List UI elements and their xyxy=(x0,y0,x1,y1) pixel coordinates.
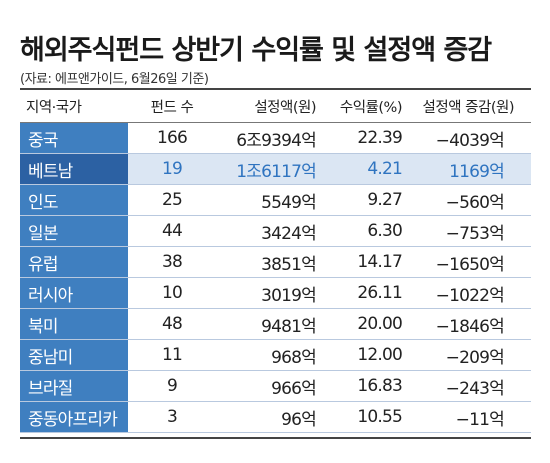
header-change: 설정액 증감(원) xyxy=(422,99,515,116)
fund-count-cell: 38 xyxy=(161,252,183,272)
table-row: 브라질 9 966억 16.83 −243억 xyxy=(20,371,531,402)
return-cell: 12.00 xyxy=(357,345,402,365)
amount-cell: 3851억 xyxy=(261,254,317,275)
header-region: 지역·국가 xyxy=(26,99,82,116)
table-row: 베트남 19 1조6117억 4.21 1169억 xyxy=(20,154,531,185)
region-cell: 베트남 xyxy=(20,154,128,184)
region-cell: 브라질 xyxy=(20,371,128,401)
change-cell: −209억 xyxy=(445,347,505,368)
return-cell: 9.27 xyxy=(367,190,402,210)
region-cell: 유럽 xyxy=(20,247,128,277)
table-header: 지역·국가 펀드 수 설정액(원) 수익률(%) 설정액 증감(원) xyxy=(20,90,531,122)
table-row: 일본 44 3424억 6.30 −753억 xyxy=(20,216,531,247)
change-cell: −4039억 xyxy=(435,130,505,151)
return-cell: 4.21 xyxy=(367,159,402,179)
fund-count-cell: 3 xyxy=(166,407,178,427)
header-fund-count: 펀드 수 xyxy=(150,99,194,116)
fund-count-cell: 48 xyxy=(161,314,183,334)
fund-count-cell: 11 xyxy=(161,345,183,365)
table-row: 러시아 10 3019억 26.11 −1022억 xyxy=(20,278,531,309)
amount-cell: 6조9394억 xyxy=(236,130,317,151)
change-cell: −560억 xyxy=(445,192,505,213)
region-cell: 중동아프리카 xyxy=(20,402,128,432)
fund-count-cell: 44 xyxy=(161,221,183,241)
fund-count-cell: 166 xyxy=(156,128,188,148)
change-cell: 1169억 xyxy=(449,161,505,182)
table-row: 중국 166 6조9394억 22.39 −4039억 xyxy=(20,123,531,154)
header-amount: 설정액(원) xyxy=(254,99,316,116)
return-cell: 6.30 xyxy=(367,221,402,241)
return-cell: 10.55 xyxy=(357,407,402,427)
return-cell: 22.39 xyxy=(357,128,402,148)
change-cell: −1650억 xyxy=(435,254,505,275)
table-row: 중동아프리카 3 96억 10.55 −11억 xyxy=(20,402,531,433)
fund-count-cell: 9 xyxy=(166,376,178,396)
fund-count-cell: 19 xyxy=(161,159,183,179)
change-cell: −1022억 xyxy=(435,285,505,306)
change-cell: −243억 xyxy=(445,378,505,399)
amount-cell: 1조6117억 xyxy=(236,161,317,182)
region-cell: 러시아 xyxy=(20,278,128,308)
region-cell: 중국 xyxy=(20,123,128,153)
table-row: 중남미 11 968억 12.00 −209억 xyxy=(20,340,531,371)
amount-cell: 96억 xyxy=(281,409,317,430)
table-top-rule xyxy=(20,88,531,90)
region-cell: 북미 xyxy=(20,309,128,339)
region-cell: 인도 xyxy=(20,185,128,215)
amount-cell: 5549억 xyxy=(261,192,317,213)
page-title: 해외주식펀드 상반기 수익률 및 설정액 증감 xyxy=(20,35,492,66)
amount-cell: 3424억 xyxy=(261,223,317,244)
header-return: 수익률(%) xyxy=(339,99,403,116)
amount-cell: 9481억 xyxy=(261,316,317,337)
amount-cell: 3019억 xyxy=(261,285,317,306)
header-rule xyxy=(20,122,531,123)
return-cell: 26.11 xyxy=(357,283,402,303)
return-cell: 14.17 xyxy=(357,252,402,272)
region-cell: 일본 xyxy=(20,216,128,246)
fund-count-cell: 25 xyxy=(161,190,183,210)
table-row: 유럽 38 3851억 14.17 −1650억 xyxy=(20,247,531,278)
fund-count-cell: 10 xyxy=(161,283,183,303)
return-cell: 16.83 xyxy=(357,376,402,396)
change-cell: −11억 xyxy=(455,409,505,430)
table-row: 인도 25 5549억 9.27 −560억 xyxy=(20,185,531,216)
change-cell: −1846억 xyxy=(435,316,505,337)
return-cell: 20.00 xyxy=(357,314,402,334)
amount-cell: 966억 xyxy=(271,378,317,399)
source-note: (자료: 에프앤가이드, 6월26일 기준) xyxy=(20,72,209,87)
table-row: 북미 48 9481억 20.00 −1846억 xyxy=(20,309,531,340)
change-cell: −753억 xyxy=(445,223,505,244)
amount-cell: 968억 xyxy=(271,347,317,368)
region-cell: 중남미 xyxy=(20,340,128,370)
table-bottom-rule xyxy=(20,437,531,439)
